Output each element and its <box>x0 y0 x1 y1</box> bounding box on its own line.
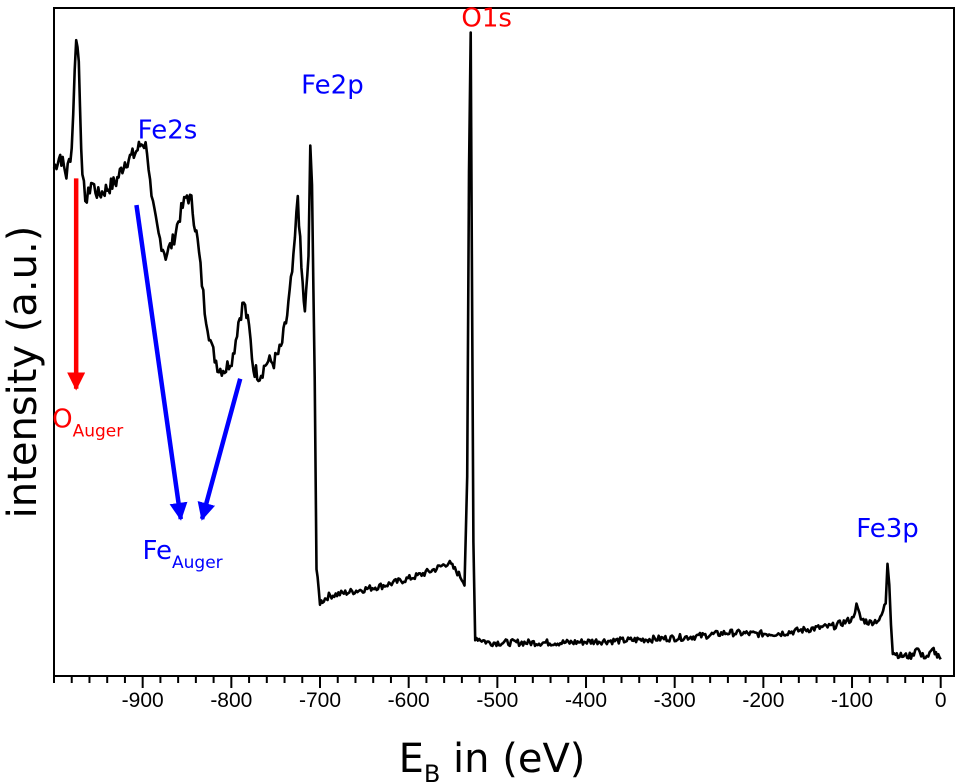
fe3p-label: Fe3p <box>856 514 919 544</box>
x-axis-title: EB in (eV) <box>399 736 586 784</box>
annotation-arrows <box>67 178 243 521</box>
x-tick-label: -100 <box>831 689 873 712</box>
x-tick-label: 0 <box>935 689 947 712</box>
x-tick-label: -300 <box>654 689 696 712</box>
fe-auger-arrow-right <box>197 378 243 521</box>
fe2s-label: Fe2s <box>138 115 198 145</box>
spectrum-line <box>52 31 942 660</box>
x-tick-label: -200 <box>742 689 784 712</box>
fe2p-label: Fe2p <box>301 71 364 101</box>
o1s-label: O1s <box>461 4 512 34</box>
y-axis-title: intensity (a.u.) <box>0 226 46 519</box>
x-tick-label: -400 <box>565 689 607 712</box>
x-axis-ticks <box>53 676 942 688</box>
o-auger-label: OAuger <box>52 405 123 442</box>
x-axis-tick-labels: -900 -800 -700 -600 -500 -400 -300 -200 -100 0 <box>122 689 947 712</box>
x-tick-label: -500 <box>476 689 518 712</box>
x-axis-title-subscript: B <box>424 760 440 784</box>
peak-annotations: O1s Fe2p Fe2s Fe3p OAuger FeAuger <box>52 4 919 573</box>
plot-frame <box>53 7 955 677</box>
fe-auger-arrow-left <box>134 204 188 521</box>
fe-auger-label: FeAuger <box>142 536 222 573</box>
x-tick-label: -900 <box>122 689 164 712</box>
x-tick-label: -600 <box>388 689 430 712</box>
x-axis-title-rest: in (eV) <box>440 736 585 782</box>
x-tick-label: -800 <box>210 689 252 712</box>
x-tick-label: -700 <box>299 689 341 712</box>
x-axis-title-main: E <box>399 736 424 782</box>
